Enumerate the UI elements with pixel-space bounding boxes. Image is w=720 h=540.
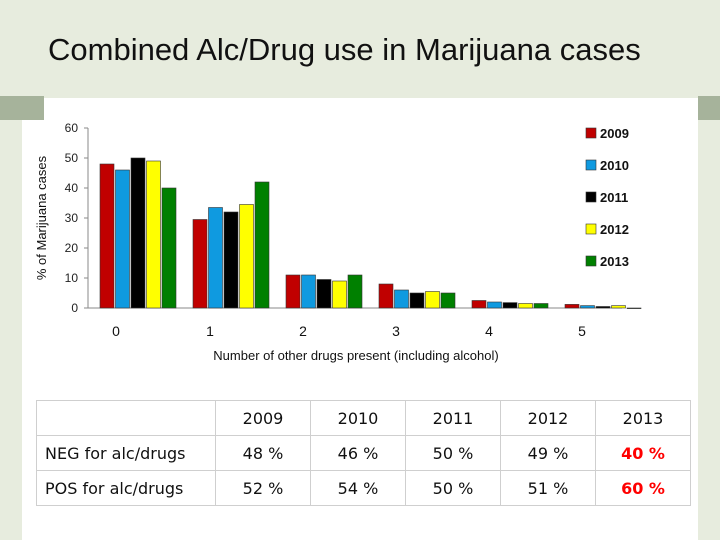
bar-2012-1 <box>239 204 254 309</box>
y-tick-label: 40 <box>65 181 79 195</box>
bar-2011-2 <box>316 279 332 309</box>
table-corner <box>36 400 216 436</box>
header-background <box>0 0 720 98</box>
bar-2010-4 <box>487 301 502 309</box>
bar-2012-2 <box>332 280 347 309</box>
row-label: POS for alc/drugs <box>36 470 216 506</box>
bar-2013-3 <box>440 292 456 309</box>
bar-2012-5 <box>611 305 626 309</box>
x-tick-label: 5 <box>578 323 586 339</box>
table-header-cell: 2013 <box>595 400 691 436</box>
legend-label-2013: 2013 <box>600 254 629 269</box>
table-cell: 52 % <box>215 470 311 506</box>
data-table: 2009 2010 2011 2012 2013 NEG for alc/dru… <box>36 400 691 506</box>
bar-chart: % of Marijuana cases 0 10 20 30 40 50 60 0 1 2 3 4… <box>34 121 642 363</box>
table-header-cell: 2012 <box>500 400 596 436</box>
bar-2010-1 <box>208 207 223 309</box>
y-tick-label: 20 <box>65 241 79 255</box>
bar-2010-3 <box>394 289 409 309</box>
table-header-cell: 2011 <box>405 400 501 436</box>
bar-2011-5 <box>595 306 611 309</box>
row-label: NEG for alc/drugs <box>36 435 216 471</box>
bar-2013-5 <box>626 307 642 309</box>
y-axis-label: % of Marijuana cases <box>34 155 49 280</box>
table-header-row: 2009 2010 2011 2012 2013 <box>36 400 691 436</box>
table-row: NEG for alc/drugs 48 % 46 % 50 % 49 % 40… <box>36 435 691 471</box>
legend-label-2011: 2011 <box>600 190 628 205</box>
legend-swatch-2012 <box>585 223 597 235</box>
y-axis-label-group: % of Marijuana cases <box>34 155 49 280</box>
bar-2011-3 <box>409 292 425 309</box>
table-header-cell: 2009 <box>215 400 311 436</box>
table-cell: 46 % <box>310 435 406 471</box>
x-tick-label: 1 <box>206 323 214 339</box>
legend-swatch-2010 <box>585 159 597 171</box>
table-cell: 50 % <box>405 435 501 471</box>
legend-label-2009: 2009 <box>600 126 629 141</box>
table-header-cell: 2010 <box>310 400 406 436</box>
bar-2011-1 <box>223 211 239 309</box>
bars <box>99 157 642 309</box>
bar-2011-0 <box>130 157 146 309</box>
legend-swatch-2013 <box>585 255 597 267</box>
bar-2013-4 <box>533 303 549 309</box>
table-cell: 54 % <box>310 470 406 506</box>
x-axis-label: Number of other drugs present (including… <box>213 348 498 363</box>
bar-2013-1 <box>254 181 270 309</box>
left-border <box>0 0 22 540</box>
table-row: POS for alc/drugs 52 % 54 % 50 % 51 % 60… <box>36 470 691 506</box>
bar-2010-5 <box>580 305 595 309</box>
bar-2010-2 <box>301 274 316 309</box>
bar-2010-0 <box>115 169 130 309</box>
x-tick-label: 4 <box>485 323 493 339</box>
legend-label-2012: 2012 <box>600 222 629 237</box>
bar-2009-3 <box>378 283 394 309</box>
y-axis: 0 10 20 30 40 50 60 <box>65 121 622 315</box>
bar-2009-4 <box>471 300 487 309</box>
table-cell: 50 % <box>405 470 501 506</box>
legend-swatch-2009 <box>585 127 597 139</box>
legend-swatch-2011 <box>585 191 597 203</box>
table-cell-highlight: 60 % <box>595 470 691 506</box>
bar-2011-4 <box>502 302 518 309</box>
bar-2009-1 <box>192 219 208 309</box>
slide-title: Combined Alc/Drug use in Marijuana cases <box>48 32 641 67</box>
y-tick-label: 50 <box>65 151 79 165</box>
table-cell: 48 % <box>215 435 311 471</box>
bar-2013-2 <box>347 274 363 309</box>
bar-2009-0 <box>99 163 115 309</box>
y-tick-label: 30 <box>65 211 79 225</box>
accent-bar-left <box>0 96 44 120</box>
x-tick-label: 3 <box>392 323 400 339</box>
legend: 2009 2010 2011 2012 2013 <box>585 126 629 269</box>
bar-2012-0 <box>146 160 161 309</box>
accent-bar-right <box>698 96 720 120</box>
bar-2012-3 <box>425 291 440 309</box>
right-border <box>698 0 720 540</box>
bar-2009-2 <box>285 274 301 309</box>
y-tick-label: 0 <box>71 301 78 315</box>
table-cell: 49 % <box>500 435 596 471</box>
bar-2013-0 <box>161 187 177 309</box>
y-tick-label: 10 <box>65 271 79 285</box>
x-tick-label: 2 <box>299 323 307 339</box>
bar-2012-4 <box>518 303 533 309</box>
table-cell: 51 % <box>500 470 596 506</box>
y-tick-label: 60 <box>65 121 79 135</box>
x-tick-label: 0 <box>112 323 120 339</box>
x-axis-ticks: 0 1 2 3 4 5 <box>112 323 586 339</box>
table-cell-highlight: 40 % <box>595 435 691 471</box>
legend-label-2010: 2010 <box>600 158 629 173</box>
bar-2009-5 <box>564 304 580 309</box>
